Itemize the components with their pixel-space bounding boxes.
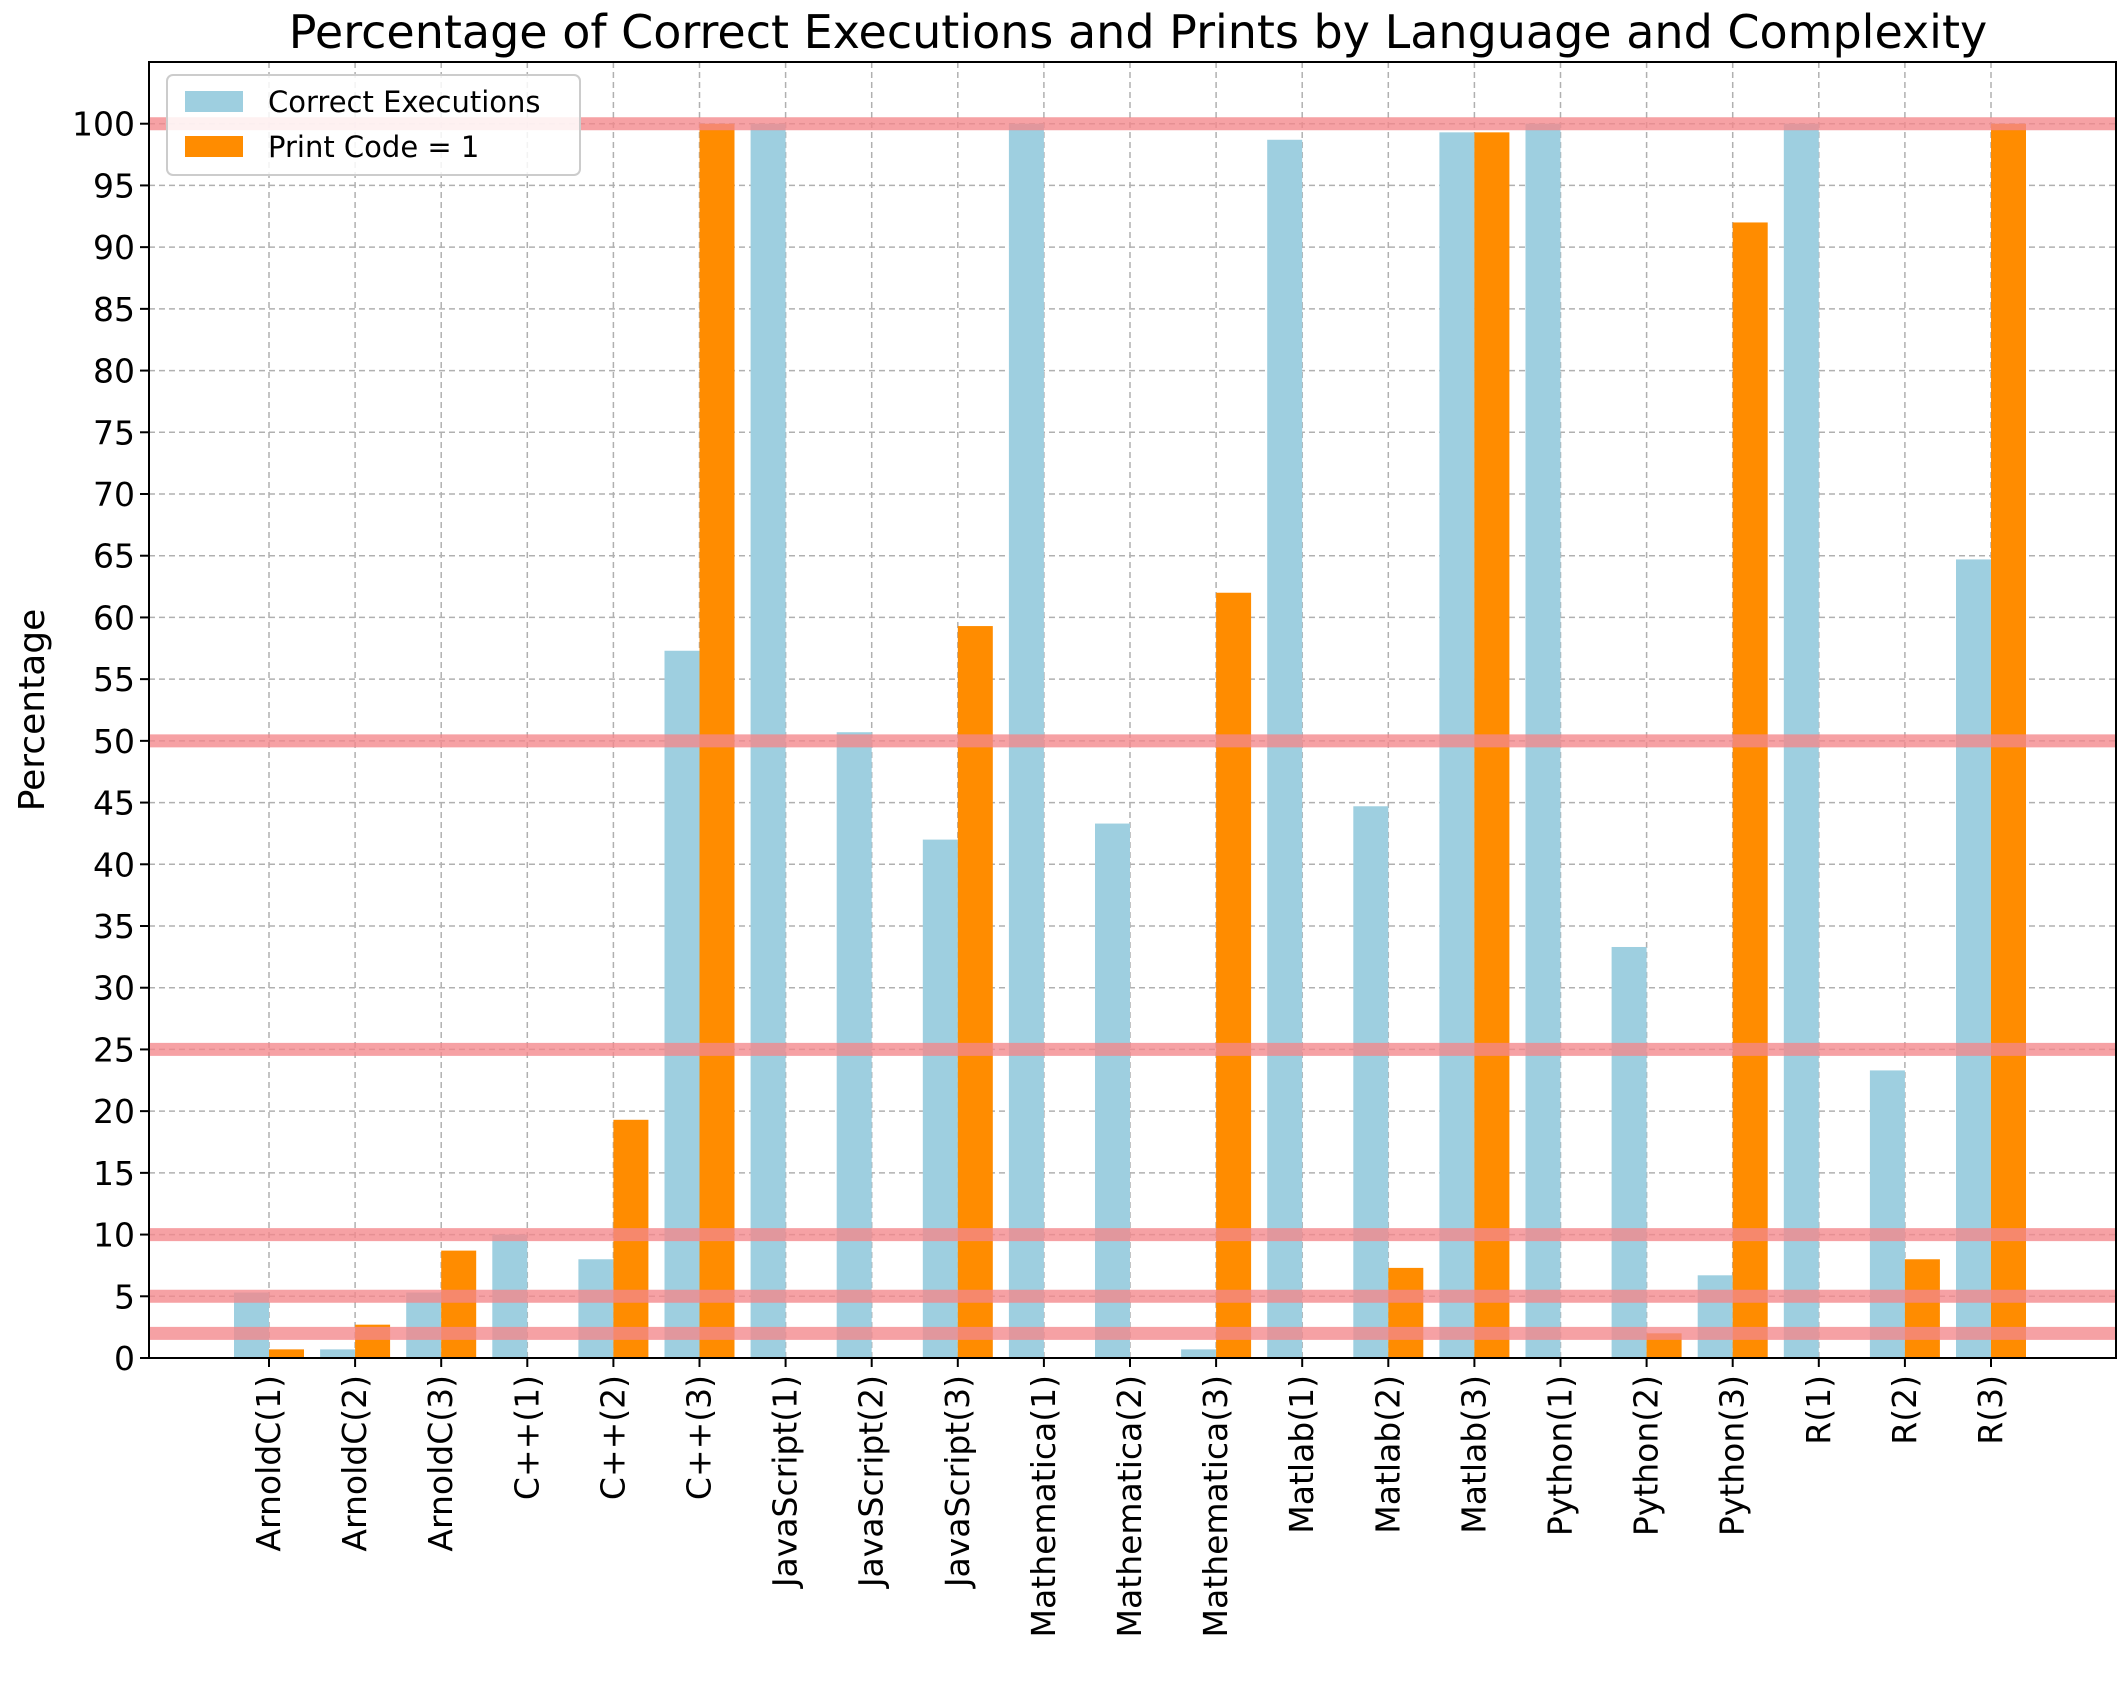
x-tick-label-matlab-2: Matlab(2)	[1368, 1375, 1407, 1534]
x-tick-label-mathematica-3: Mathematica(3)	[1196, 1375, 1235, 1637]
x-axis: ArnoldC(1) ArnoldC(2) ArnoldC(3) C++(1) C++(…	[249, 1358, 2010, 1637]
chart-title: Percentage of Correct Executions and Pri…	[289, 5, 1987, 59]
bar-print-code-1-arnoldc-1	[269, 1349, 304, 1358]
x-tick-label-matlab-1: Matlab(1)	[1282, 1375, 1321, 1534]
bar-correct-executions-python-3	[1697, 1275, 1733, 1358]
y-tick-label-65: 65	[93, 537, 135, 576]
y-tick-label-70: 70	[93, 475, 135, 514]
y-axis: 0 5 10 15 20 25 30 35 40 45 50 55 60 65 70 75 80 85 90 95 10…	[72, 105, 149, 1378]
bar-correct-executions-c-2	[578, 1259, 614, 1358]
y-tick-label-5: 5	[114, 1277, 135, 1316]
bar-correct-executions-matlab-2	[1353, 806, 1389, 1358]
legend-swatch-print-code	[185, 136, 243, 157]
x-tick-label-javascript-2: JavaScript(2)	[852, 1375, 891, 1589]
y-tick-label-40: 40	[93, 845, 135, 884]
x-tick-label-matlab-3: Matlab(3)	[1454, 1375, 1493, 1534]
y-tick-label-75: 75	[93, 413, 135, 452]
x-tick-label-arnoldc-3: ArnoldC(3)	[421, 1375, 460, 1552]
x-tick-label-c-2: C++(2)	[593, 1375, 632, 1500]
x-tick-label-python-2: Python(2)	[1627, 1375, 1666, 1536]
bar-correct-executions-c-3	[664, 650, 700, 1358]
y-axis-label: Percentage	[12, 609, 53, 812]
y-tick-label-15: 15	[93, 1154, 135, 1193]
bar-correct-executions-mathematica-2	[1095, 823, 1130, 1358]
bar-print-code-1-matlab-2	[1388, 1267, 1424, 1358]
bar-print-code-1-mathematica-3	[1216, 592, 1252, 1358]
y-tick-label-80: 80	[93, 352, 135, 391]
legend-label-print-code: Print Code = 1	[268, 130, 479, 164]
x-tick-label-javascript-3: JavaScript(3)	[938, 1375, 977, 1589]
y-tick-label-25: 25	[93, 1030, 135, 1069]
x-tick-label-python-3: Python(3)	[1713, 1375, 1752, 1536]
legend-label-correct-executions: Correct Executions	[268, 85, 540, 119]
x-tick-label-r-1: R(1)	[1799, 1375, 1838, 1445]
bar-correct-executions-python-2	[1611, 946, 1647, 1358]
bar-correct-executions-arnoldc-1	[234, 1292, 269, 1358]
bar-correct-executions-matlab-1	[1267, 139, 1303, 1358]
legend-swatch-correct-executions	[185, 91, 243, 112]
y-tick-label-30: 30	[93, 969, 135, 1008]
bar-print-code-1-r-2	[1904, 1259, 1940, 1358]
x-tick-label-javascript-1: JavaScript(1)	[766, 1375, 805, 1589]
legend: Correct Executions Print Code = 1	[166, 74, 581, 176]
y-tick-label-55: 55	[93, 660, 135, 699]
x-tick-label-c-1: C++(1)	[507, 1375, 546, 1500]
x-tick-label-mathematica-2: Mathematica(2)	[1110, 1375, 1149, 1637]
y-tick-label-90: 90	[93, 228, 135, 267]
bar-correct-executions-r-3	[1956, 559, 1991, 1358]
x-tick-label-mathematica-1: Mathematica(1)	[1024, 1375, 1063, 1637]
plot-frame	[148, 61, 2117, 1359]
bar-print-code-1-python-3	[1732, 222, 1768, 1358]
y-tick-label-85: 85	[93, 290, 135, 329]
y-tick-label-60: 60	[93, 598, 135, 637]
bar-correct-executions-r-2	[1869, 1070, 1905, 1358]
bar-print-code-1-arnoldc-3	[441, 1250, 477, 1358]
bar-correct-executions-mathematica-3	[1181, 1349, 1217, 1358]
bar-correct-executions-arnoldc-3	[406, 1292, 442, 1358]
y-tick-label-35: 35	[93, 907, 135, 946]
x-tick-label-arnoldc-1: ArnoldC(1)	[249, 1375, 288, 1552]
y-tick-label-100: 100	[72, 105, 135, 144]
x-tick-label-r-3: R(3)	[1971, 1375, 2010, 1445]
x-tick-label-arnoldc-2: ArnoldC(2)	[335, 1375, 374, 1552]
x-tick-label-python-1: Python(1)	[1541, 1375, 1580, 1536]
y-tick-label-0: 0	[114, 1339, 135, 1378]
y-tick-label-50: 50	[93, 722, 135, 761]
x-tick-label-c-3: C++(3)	[680, 1375, 719, 1500]
y-tick-label-10: 10	[93, 1216, 135, 1255]
x-tick-label-r-2: R(2)	[1885, 1375, 1924, 1445]
y-tick-label-45: 45	[93, 784, 135, 823]
bar-correct-executions-arnoldc-2	[320, 1349, 356, 1358]
bar-correct-executions-javascript-3	[922, 839, 958, 1358]
legend-box	[166, 74, 581, 176]
y-tick-label-95: 95	[93, 166, 135, 205]
y-tick-label-20: 20	[93, 1092, 135, 1131]
